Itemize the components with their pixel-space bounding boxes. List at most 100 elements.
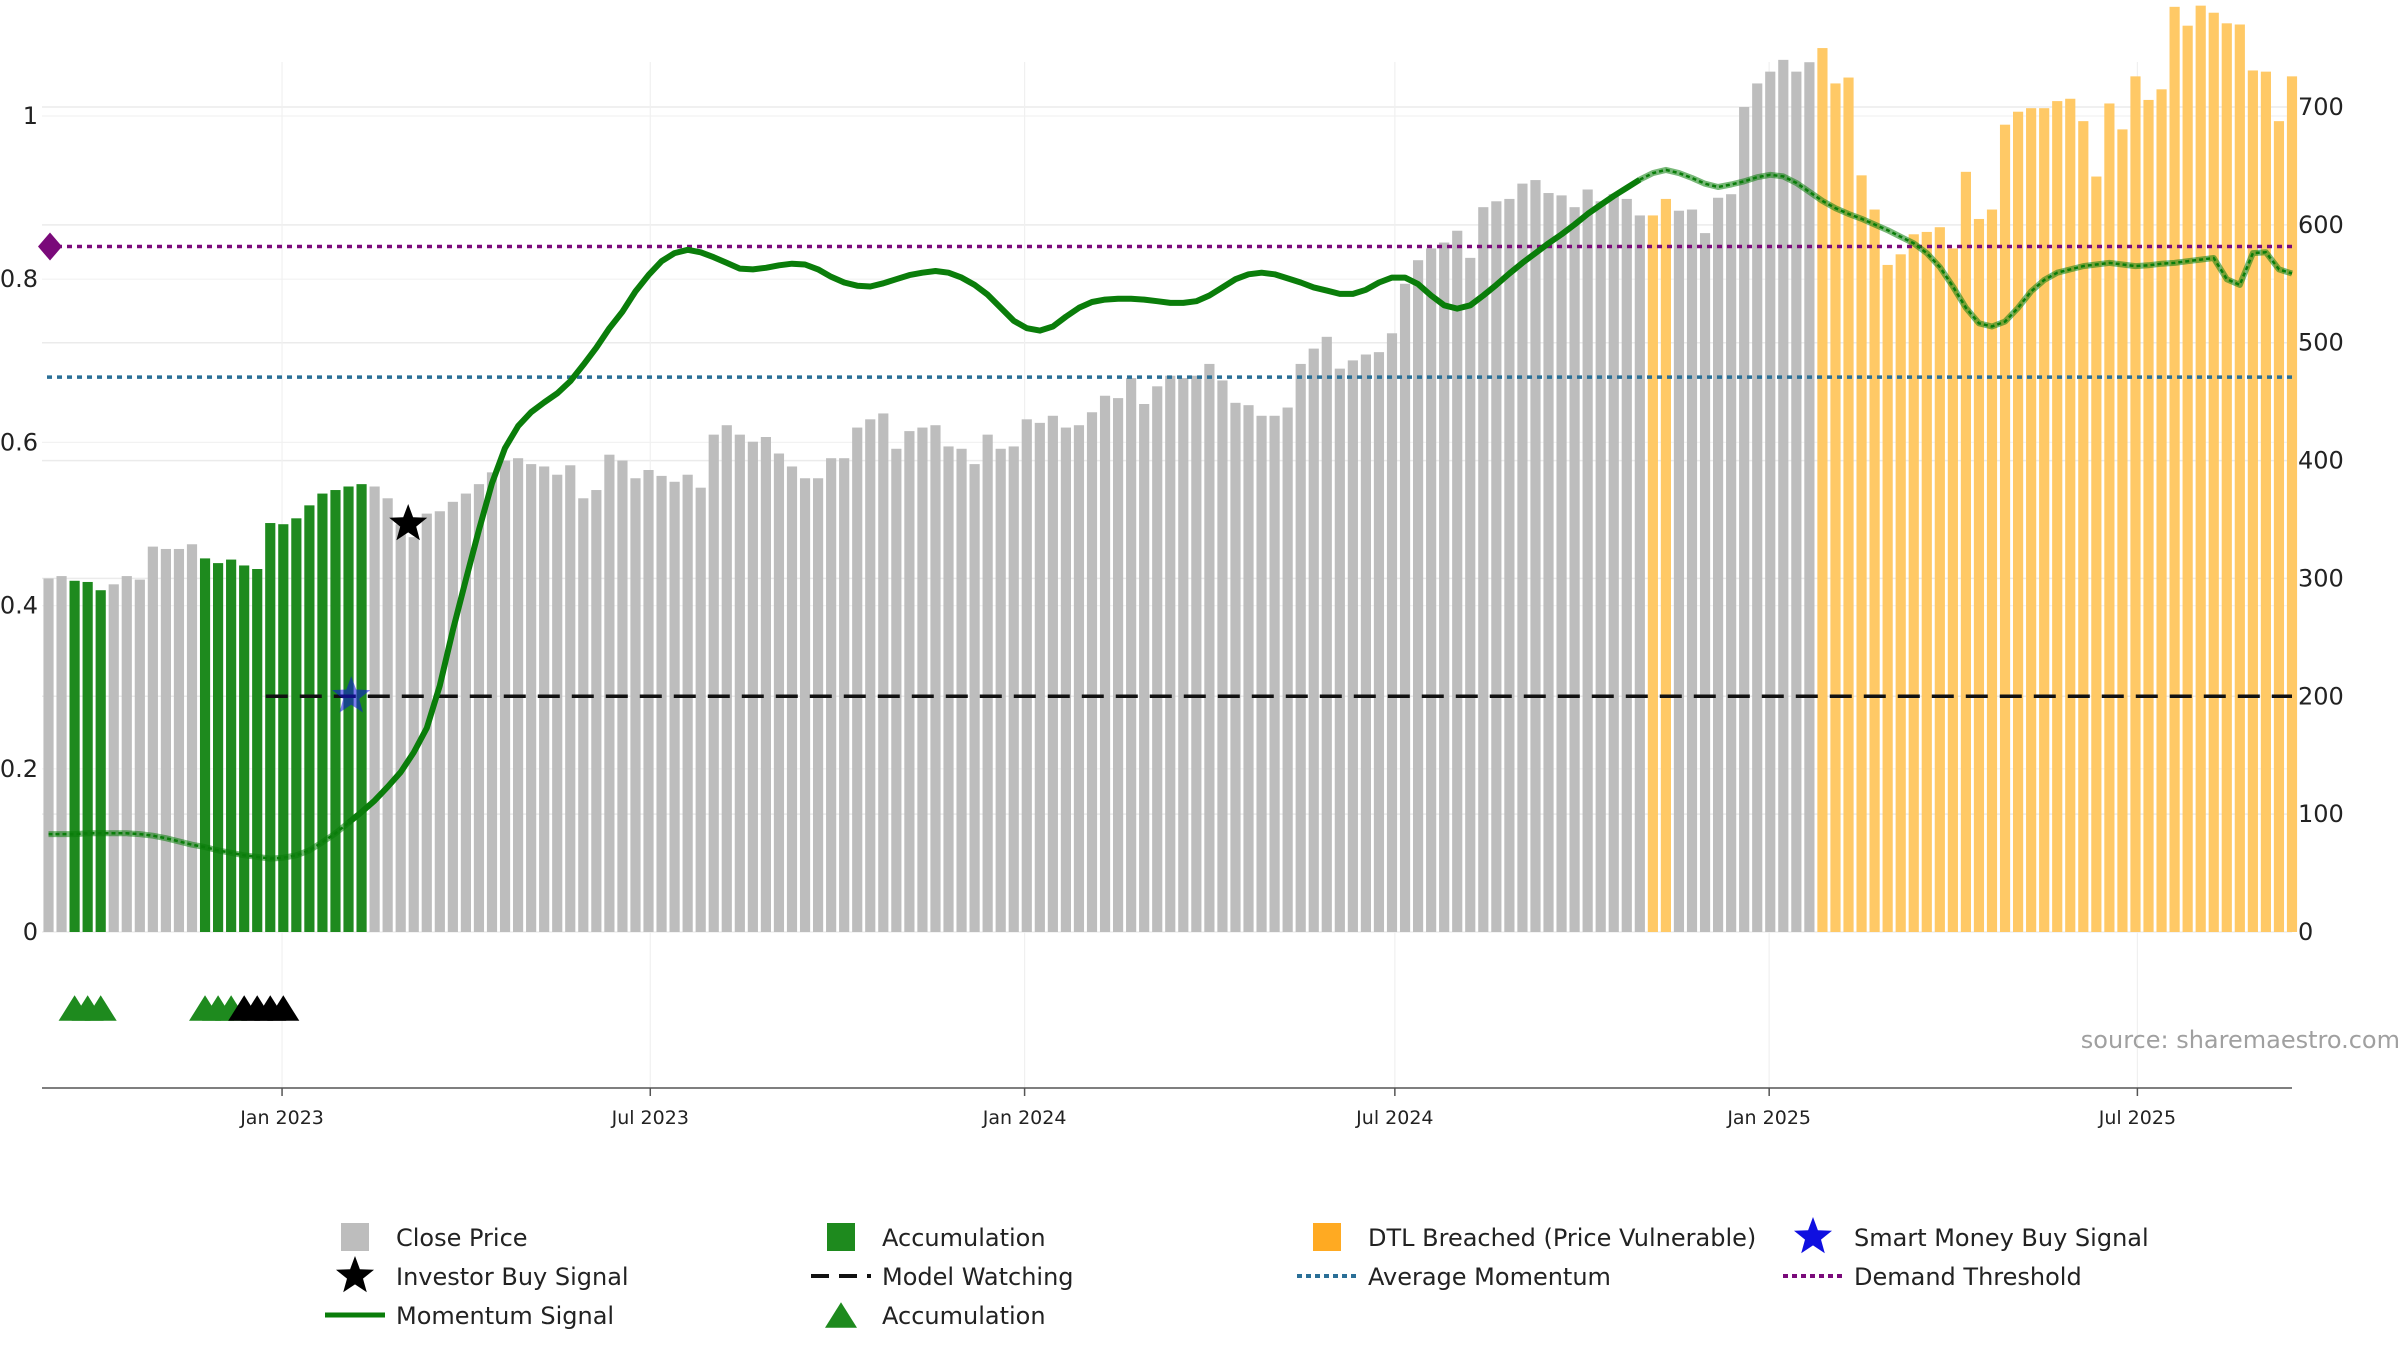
close-price-bar <box>852 427 863 932</box>
close-price-bar <box>1413 260 1424 932</box>
y-left-tick-label: 0 <box>23 918 38 946</box>
dtl-breached-bar <box>2234 24 2245 932</box>
legend-label: Average Momentum <box>1368 1263 1611 1291</box>
dtl-breached-bar <box>2156 89 2167 933</box>
close-price-bar <box>904 431 915 932</box>
dtl-breached-bar <box>1882 264 1893 932</box>
legend-label: Momentum Signal <box>396 1302 614 1330</box>
momentum-line-faded-0 <box>48 820 351 862</box>
momentum-line-solid <box>346 177 1642 826</box>
x-tick-label: Jan 2024 <box>982 1107 1067 1129</box>
close-price-bar <box>878 413 889 932</box>
signal-markers <box>58 504 428 1021</box>
close-price-bar <box>1191 375 1202 932</box>
close-price-bar <box>1360 354 1371 932</box>
close-price-bar <box>565 465 576 932</box>
dtl-breached-bar <box>1830 83 1841 932</box>
dtl-breached-bar <box>2260 71 2271 932</box>
y-left-tick-label: 0.4 <box>0 592 38 620</box>
close-price-bar <box>760 437 771 932</box>
close-price-bar <box>1804 62 1815 932</box>
close-price-bar <box>147 546 158 932</box>
dtl-breached-bar <box>2273 121 2285 932</box>
accumulation-bar <box>69 580 80 932</box>
close-price-bar <box>1021 419 1032 933</box>
close-price-bar <box>1699 233 1711 932</box>
dtl-breached-bar <box>1973 218 1985 932</box>
dtl-breached-bar <box>2104 103 2115 932</box>
close-price-bar <box>865 419 876 933</box>
legend-orange-square-icon <box>1313 1223 1341 1251</box>
x-tick-label: Jul 2025 <box>2098 1107 2176 1129</box>
close-price-bar <box>447 501 458 932</box>
y-left-tick-label: 1 <box>23 102 38 130</box>
close-price-bar <box>917 427 928 932</box>
close-price-bar <box>1165 375 1176 932</box>
close-price-bar <box>1621 198 1632 932</box>
dtl-breached-bar <box>1817 48 1828 933</box>
legend-blue-star-icon <box>1794 1217 1832 1254</box>
close-price-bar <box>1608 194 1619 932</box>
close-price-bar <box>1126 378 1137 933</box>
y-left-tick-label: 0.6 <box>0 428 38 456</box>
close-price-bar <box>1778 59 1789 933</box>
y-left-tick-label: 0.8 <box>0 265 38 293</box>
close-price-bar <box>121 576 132 932</box>
close-price-bar <box>173 548 185 932</box>
close-price-bar <box>473 484 485 932</box>
legend-black-star-icon <box>336 1256 374 1293</box>
close-price-bar <box>578 498 589 932</box>
accumulation-bar <box>343 486 354 932</box>
accumulation-bar <box>330 490 341 932</box>
close-price-bar <box>1686 209 1698 933</box>
close-price-bar <box>1439 242 1450 933</box>
bars <box>43 5 2298 933</box>
close-price-bar <box>1060 427 1071 932</box>
dtl-breached-bar <box>1934 227 1945 932</box>
legend-gray-square-icon <box>341 1223 369 1251</box>
legend-label: Close Price <box>396 1224 528 1252</box>
dtl-breached-bar <box>2286 76 2298 933</box>
close-price-bar <box>1739 107 1750 932</box>
close-price-bar <box>382 498 393 932</box>
close-price-bar <box>539 466 550 932</box>
close-price-bar <box>1230 402 1241 933</box>
dtl-breached-bar <box>1856 175 1867 932</box>
close-price-bar <box>486 472 498 932</box>
accumulation-bar <box>252 569 263 932</box>
x-tick-label: Jul 2023 <box>611 1107 689 1129</box>
close-price-bar <box>1152 386 1163 933</box>
close-price-bar <box>643 470 654 932</box>
close-price-bar <box>995 448 1006 932</box>
close-price-bar <box>1452 230 1463 932</box>
close-price-bar <box>813 478 824 932</box>
x-tick-label: Jan 2023 <box>239 1107 324 1129</box>
close-price-bar <box>1491 201 1502 933</box>
dtl-breached-bar <box>2182 25 2193 932</box>
close-price-bar <box>604 454 615 932</box>
close-price-bar <box>1334 368 1345 933</box>
close-price-bar <box>1517 183 1528 932</box>
close-price-bar <box>134 579 145 932</box>
legend-label: Demand Threshold <box>1854 1263 2082 1291</box>
dtl-breached-bar <box>1947 248 1958 932</box>
dtl-breached-bar <box>2208 12 2219 932</box>
demand-threshold-diamond-icon <box>38 232 62 261</box>
dtl-breached-bar <box>2195 5 2206 932</box>
legend-label: Model Watching <box>882 1263 1074 1291</box>
close-price-bar <box>630 478 641 932</box>
close-price-bar <box>1465 257 1476 932</box>
close-price-bar <box>982 434 993 932</box>
close-price-bar <box>526 464 537 932</box>
close-price-bar <box>747 441 758 932</box>
close-price-bar <box>1582 189 1593 932</box>
y-right-tick-label: 300 <box>2298 564 2344 592</box>
y-right-tick-label: 800 <box>2298 0 2344 3</box>
close-price-bar <box>1282 407 1293 932</box>
legend-label: Investor Buy Signal <box>396 1263 629 1291</box>
close-price-bar <box>1569 207 1580 932</box>
dtl-breached-bar <box>1895 254 1906 933</box>
close-price-bar <box>408 537 419 932</box>
close-price-bar <box>1321 336 1332 933</box>
